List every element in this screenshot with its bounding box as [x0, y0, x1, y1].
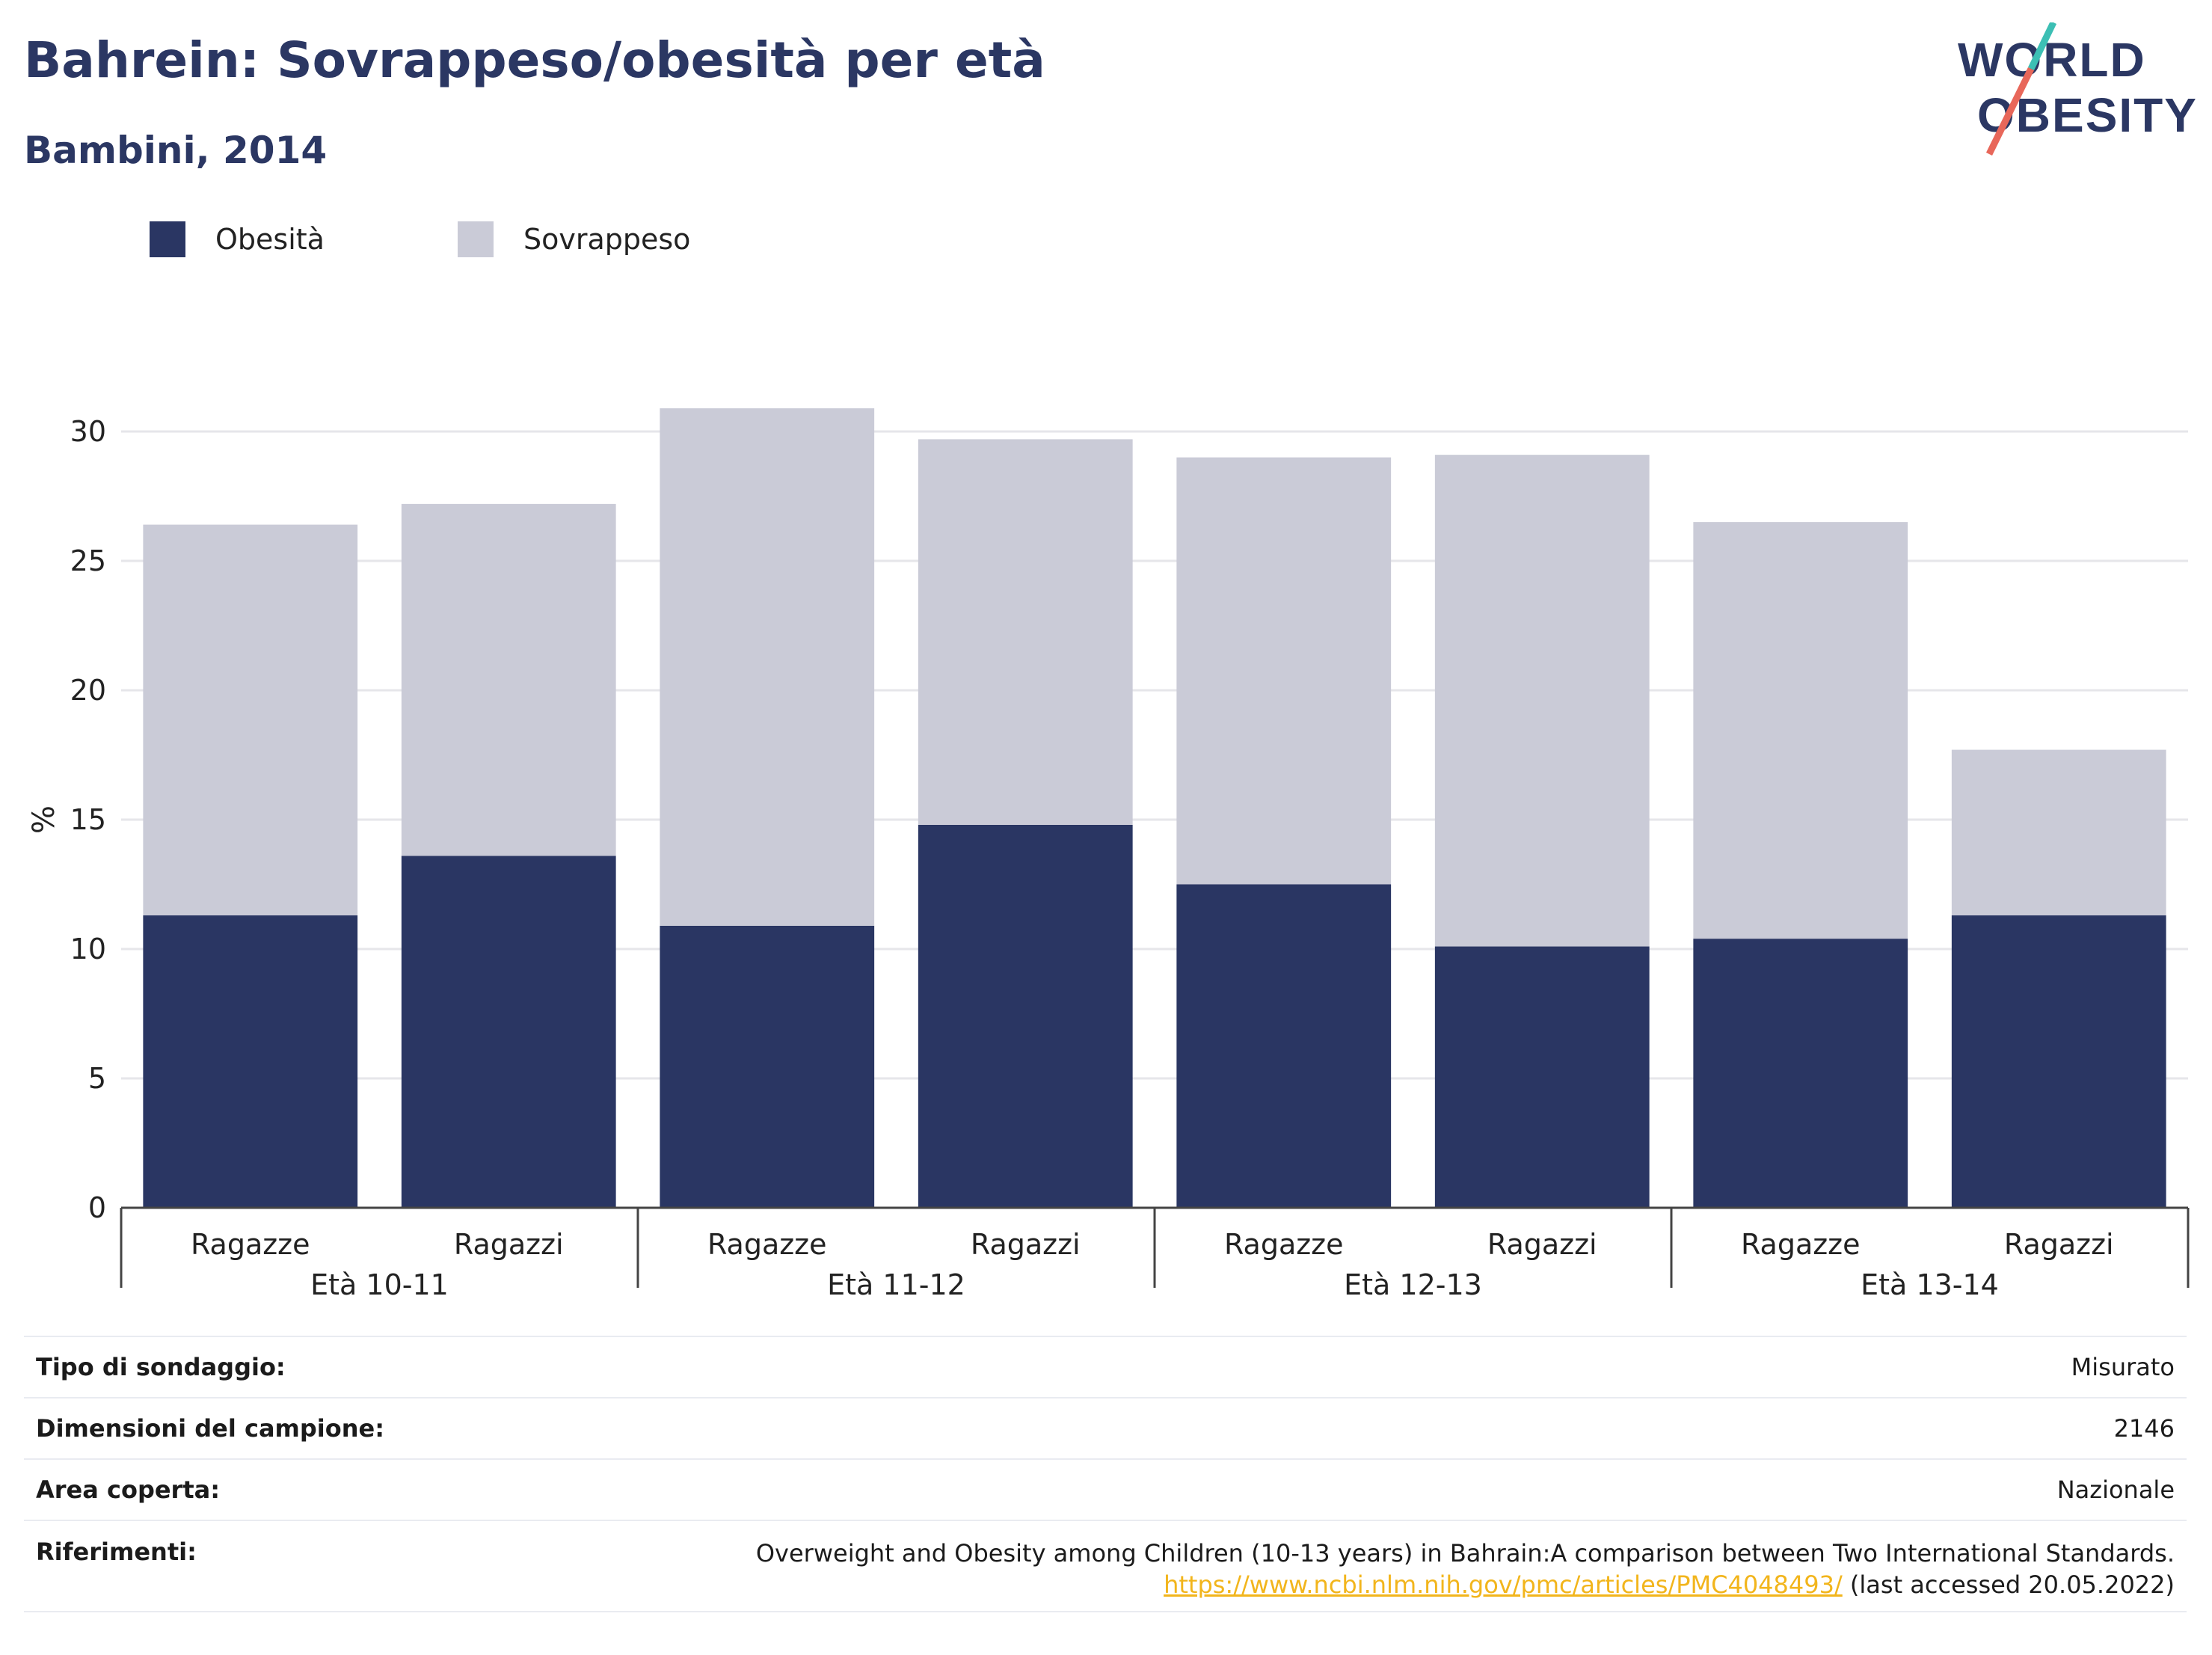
logo-slash-bottom [1985, 67, 2035, 156]
y-axis-label: % [27, 805, 61, 834]
x-group-label: Età 11-12 [827, 1268, 965, 1301]
reference-accessed: (last accessed 20.05.2022) [1849, 1570, 2175, 1599]
legend-swatch-obesity [150, 221, 185, 257]
info-table: Tipo di sondaggio: Misurato Dimensioni d… [24, 1336, 2187, 1612]
x-group-label: Età 12-13 [1344, 1268, 1482, 1301]
info-value-survey-type: Misurato [2071, 1353, 2175, 1381]
x-category-label: Ragazze [191, 1228, 310, 1261]
x-group-label: Età 10-11 [310, 1268, 449, 1301]
legend-label-obesity: Obesità [215, 223, 325, 256]
x-group-label: Età 13-14 [1861, 1268, 1999, 1301]
bar-overweight [918, 439, 1133, 825]
bar-overweight [1434, 455, 1650, 947]
info-row-references: Riferimenti: Overweight and Obesity amon… [24, 1520, 2187, 1612]
y-tick-label: 30 [70, 415, 106, 448]
logo-slash-top [2027, 22, 2057, 70]
info-row-sample-size: Dimensioni del campione: 2146 [24, 1397, 2187, 1458]
bar-overweight [143, 524, 358, 916]
reference-link-line: https://www.ncbi.nlm.nih.gov/pmc/article… [756, 1569, 2175, 1600]
bar-obesity [401, 856, 616, 1208]
bar-overweight [1176, 457, 1392, 885]
y-tick-label: 20 [70, 674, 106, 707]
x-category-label: Ragazzi [971, 1228, 1081, 1261]
x-category-label: Ragazzi [2004, 1228, 2114, 1261]
info-label-survey-type: Tipo di sondaggio: [36, 1353, 286, 1381]
y-tick-label: 15 [70, 803, 106, 836]
info-row-area: Area coperta: Nazionale [24, 1458, 2187, 1520]
info-label-area: Area coperta: [36, 1476, 221, 1504]
x-category-label: Ragazzi [454, 1228, 564, 1261]
legend-label-overweight: Sovrappeso [523, 223, 691, 256]
x-category-label: Ragazzi [1487, 1228, 1597, 1261]
info-label-references: Riferimenti: [36, 1538, 197, 1566]
bar-obesity [1951, 915, 2166, 1208]
bar-obesity [1176, 884, 1392, 1208]
bar-obesity [918, 824, 1133, 1208]
y-tick-label: 0 [88, 1191, 106, 1224]
world-obesity-logo: WORLD OBESITY [1958, 22, 2196, 156]
legend-item-obesity: Obesità [150, 221, 325, 257]
reference-text: Overweight and Obesity among Children (1… [755, 1539, 2175, 1568]
info-row-survey-type: Tipo di sondaggio: Misurato [24, 1336, 2187, 1397]
bar-overweight [1693, 522, 1908, 939]
bar-obesity [143, 915, 358, 1208]
bar-obesity [660, 925, 875, 1208]
y-tick-label: 10 [70, 933, 106, 965]
page-title: Bahrein: Sovrappeso/obesità per età [24, 31, 1045, 89]
x-category-label: Ragazze [1224, 1228, 1344, 1261]
info-value-sample-size: 2146 [2113, 1414, 2175, 1443]
info-value-references: Overweight and Obesity among Children (1… [756, 1538, 2187, 1600]
bar-overweight [401, 503, 616, 856]
logo-line-world: WORLD [1958, 33, 2146, 87]
legend-item-overweight: Sovrappeso [458, 221, 690, 257]
info-value-area: Nazionale [2056, 1476, 2175, 1504]
bar-overweight [660, 408, 875, 926]
bar-overweight [1951, 749, 2166, 916]
x-category-label: Ragazze [707, 1228, 827, 1261]
reference-link[interactable]: https://www.ncbi.nlm.nih.gov/pmc/article… [1164, 1570, 1843, 1599]
stacked-bar-chart: 0 5 10 15 20 25 30% Ragazze Ragazzi Ragazze Ragazz… [27, 408, 2190, 1301]
y-tick-label: 25 [70, 544, 106, 577]
info-label-sample-size: Dimensioni del campione: [36, 1414, 385, 1443]
legend-swatch-overweight [458, 221, 494, 257]
page-subtitle: Bambini, 2014 [24, 129, 328, 172]
bar-obesity [1434, 946, 1650, 1208]
bar-obesity [1693, 939, 1908, 1208]
y-tick-label: 5 [88, 1062, 106, 1095]
x-category-label: Ragazze [1741, 1228, 1861, 1261]
